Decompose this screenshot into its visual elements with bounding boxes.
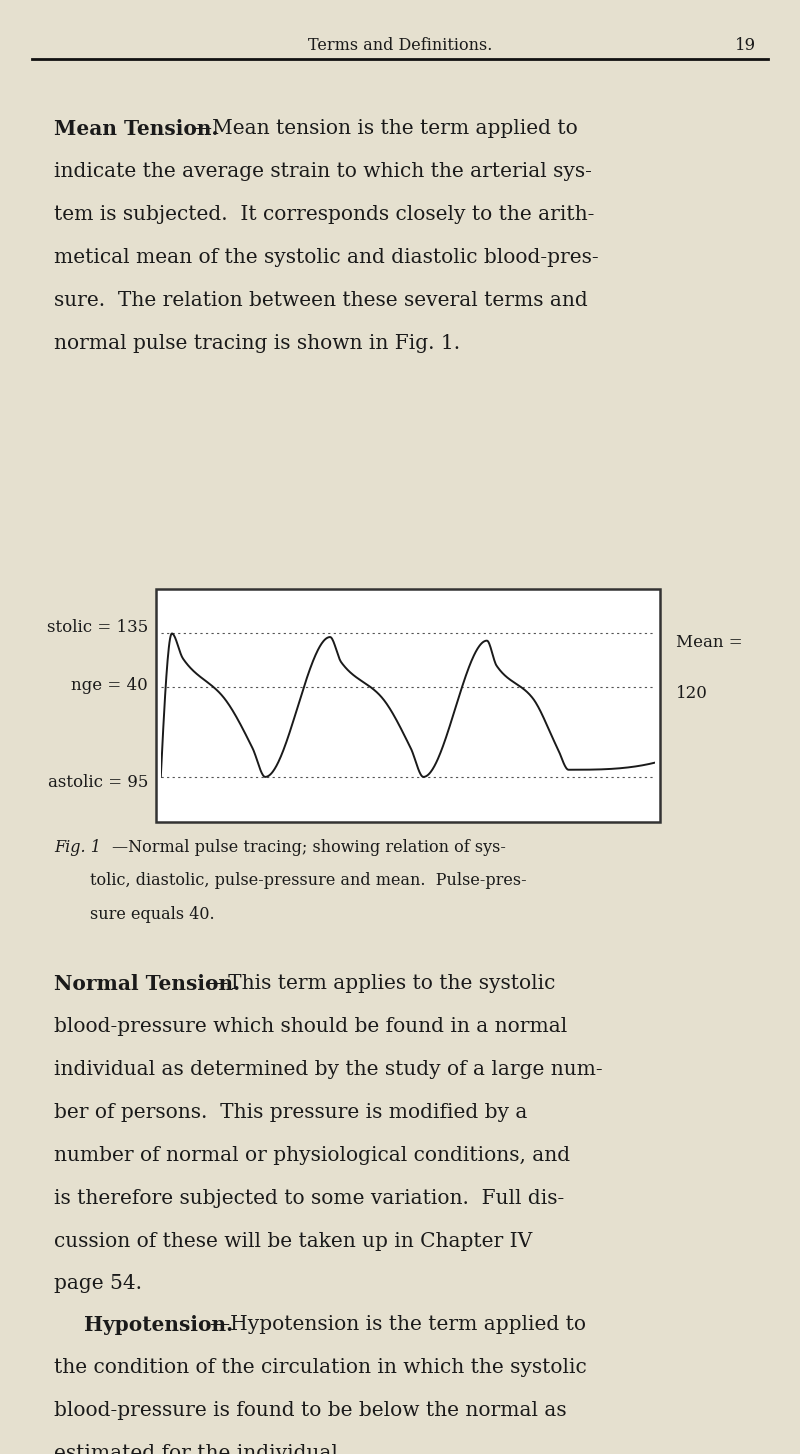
Text: is therefore subjected to some variation.  Full dis-: is therefore subjected to some variation… <box>54 1189 565 1208</box>
FancyBboxPatch shape <box>156 589 660 822</box>
Text: cussion of these will be taken up in Chapter IV: cussion of these will be taken up in Cha… <box>54 1232 533 1250</box>
Text: indicate the average strain to which the arterial sys-: indicate the average strain to which the… <box>54 161 592 182</box>
Text: astolic = 95: astolic = 95 <box>48 774 148 791</box>
Text: the condition of the circulation in which the systolic: the condition of the circulation in whic… <box>54 1358 587 1377</box>
Text: 120: 120 <box>676 685 708 702</box>
Text: —Normal pulse tracing; showing relation of sys-: —Normal pulse tracing; showing relation … <box>112 839 506 856</box>
Text: —This term applies to the systolic: —This term applies to the systolic <box>208 974 555 993</box>
Text: Hypotension.: Hypotension. <box>84 1316 233 1335</box>
Text: Mean Tension.: Mean Tension. <box>54 119 219 140</box>
Text: sure.  The relation between these several terms and: sure. The relation between these several… <box>54 291 588 310</box>
Text: Mean =: Mean = <box>676 634 742 651</box>
Text: —Mean tension is the term applied to: —Mean tension is the term applied to <box>192 119 578 138</box>
Text: Fig. 1: Fig. 1 <box>54 839 102 856</box>
Text: metical mean of the systolic and diastolic blood-pres-: metical mean of the systolic and diastol… <box>54 247 599 268</box>
Text: sure equals 40.: sure equals 40. <box>90 906 215 923</box>
Text: blood-pressure is found to be below the normal as: blood-pressure is found to be below the … <box>54 1402 567 1421</box>
Text: Normal Tension.: Normal Tension. <box>54 974 241 995</box>
Text: stolic = 135: stolic = 135 <box>46 619 148 637</box>
Text: 19: 19 <box>735 38 756 54</box>
Text: tem is subjected.  It corresponds closely to the arith-: tem is subjected. It corresponds closely… <box>54 205 594 224</box>
Text: ber of persons.  This pressure is modified by a: ber of persons. This pressure is modifie… <box>54 1102 528 1122</box>
Text: Terms and Definitions.: Terms and Definitions. <box>308 38 492 54</box>
Text: —Hypotension is the term applied to: —Hypotension is the term applied to <box>210 1316 586 1335</box>
Text: number of normal or physiological conditions, and: number of normal or physiological condit… <box>54 1146 570 1165</box>
Text: individual as determined by the study of a large num-: individual as determined by the study of… <box>54 1060 603 1079</box>
Text: nge = 40: nge = 40 <box>71 678 148 695</box>
Text: estimated for the individual.: estimated for the individual. <box>54 1444 345 1454</box>
Text: tolic, diastolic, pulse-pressure and mean.  Pulse-pres-: tolic, diastolic, pulse-pressure and mea… <box>90 872 527 890</box>
Text: normal pulse tracing is shown in Fig. 1.: normal pulse tracing is shown in Fig. 1. <box>54 333 461 353</box>
Text: page 54.: page 54. <box>54 1274 142 1294</box>
Text: blood-pressure which should be found in a normal: blood-pressure which should be found in … <box>54 1018 568 1037</box>
